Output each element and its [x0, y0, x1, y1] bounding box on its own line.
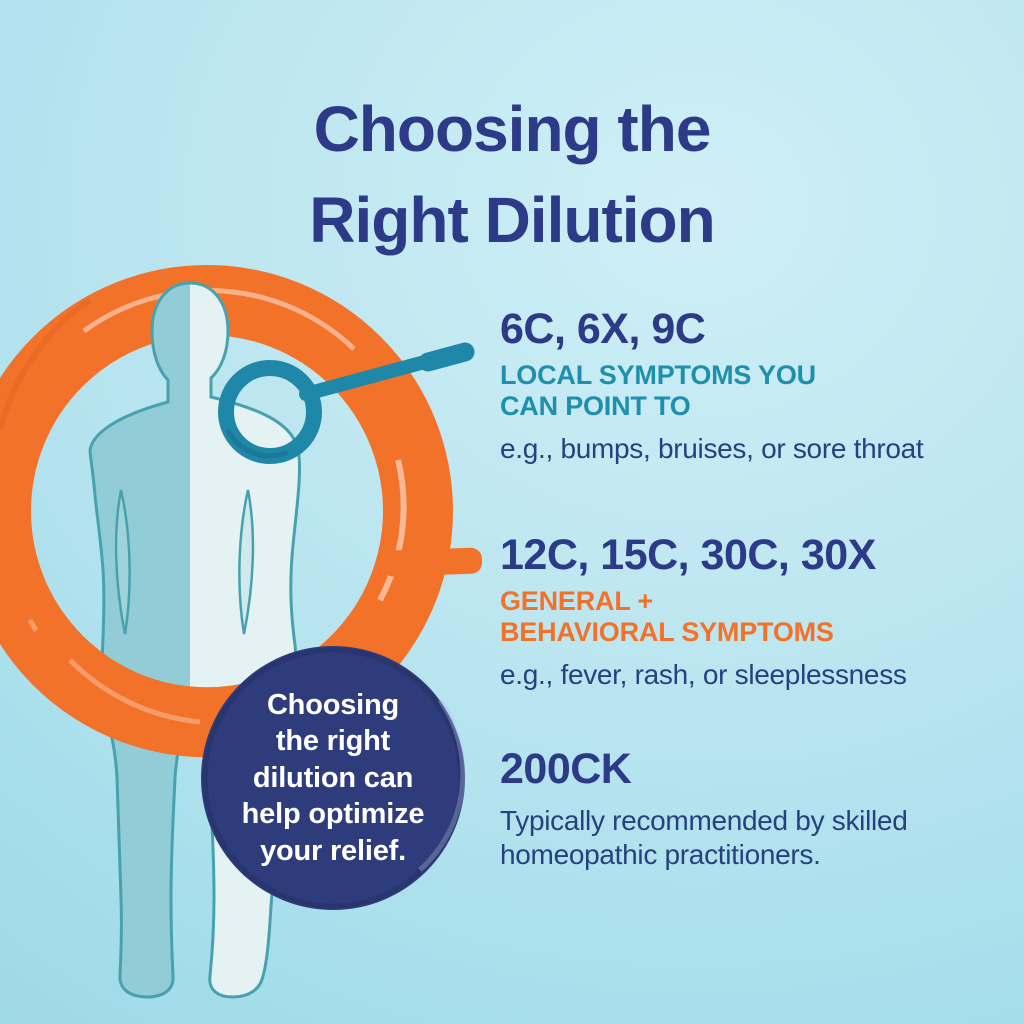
- orange-tick-connector: [381, 547, 483, 577]
- ring-highlight: [68, 658, 201, 725]
- section-low-dilutions: 6C, 6X, 9C LOCAL SYMPTOMS YOU CAN POINT …: [500, 305, 924, 466]
- page-title: Choosing the Right Dilution: [0, 84, 1024, 266]
- callout-message: Choosing the right dilution can help opt…: [241, 688, 425, 867]
- dilution-values-high: 200CK: [500, 745, 632, 793]
- human-body-silhouette: [88, 281, 302, 999]
- section-mid-dilutions: 12C, 15C, 30C, 30X GENERAL + BEHAVIORAL …: [500, 531, 907, 692]
- title-line-1: Choosing the: [313, 93, 712, 165]
- section-high-dilution: 200CK Typically recommended by skilled h…: [500, 745, 908, 873]
- arm-gap-left: [114, 489, 131, 635]
- dilution-label-low: LOCAL SYMPTOMS YOU CAN POINT TO: [500, 360, 816, 421]
- dilution-values-low: 6C, 6X, 9C: [500, 305, 706, 353]
- dilution-label-mid: GENERAL + BEHAVIORAL SYMPTOMS: [500, 586, 834, 647]
- dilution-example-low: e.g., bumps, bruises, or sore throat: [500, 433, 924, 465]
- magnifier-icon: [218, 342, 475, 464]
- dilution-values-mid: 12C, 15C, 30C, 30X: [500, 531, 876, 579]
- arm-gap-right: [238, 489, 255, 635]
- title-line-2: Right Dilution: [309, 183, 715, 256]
- callout-circle: [201, 646, 466, 910]
- dilution-example-mid: e.g., fever, rash, or sleeplessness: [500, 659, 907, 691]
- dilution-example-high: Typically recommended by skilled homeopa…: [500, 805, 908, 871]
